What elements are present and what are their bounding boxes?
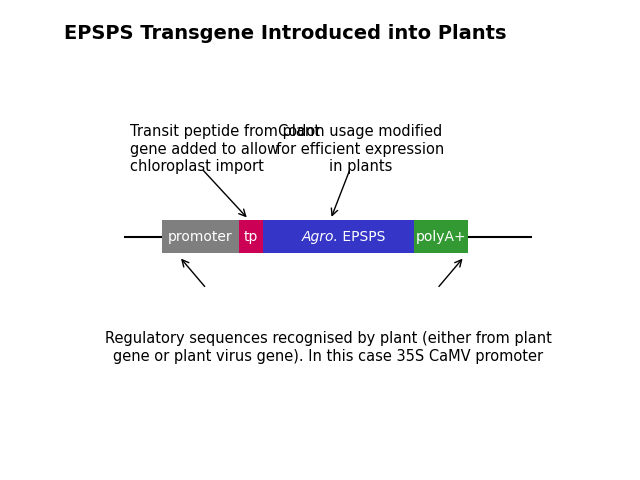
Text: polyA+: polyA+ bbox=[416, 230, 467, 244]
Bar bbox=[239, 220, 262, 253]
Bar bbox=[262, 220, 414, 253]
Text: EPSPS Transgene Introduced into Plants: EPSPS Transgene Introduced into Plants bbox=[64, 24, 506, 43]
Text: Agro.: Agro. bbox=[301, 230, 338, 244]
Text: tp: tp bbox=[243, 230, 258, 244]
Text: Transit peptide from plant
gene added to allow
chloroplast import: Transit peptide from plant gene added to… bbox=[129, 124, 319, 174]
Text: promoter: promoter bbox=[168, 230, 232, 244]
Text: Codon usage modified
for efficient expression
in plants: Codon usage modified for efficient expre… bbox=[276, 124, 444, 174]
Bar bbox=[162, 220, 239, 253]
Text: Regulatory sequences recognised by plant (either from plant
gene or plant virus : Regulatory sequences recognised by plant… bbox=[104, 331, 552, 363]
Text: EPSPS: EPSPS bbox=[338, 230, 385, 244]
Bar bbox=[414, 220, 468, 253]
